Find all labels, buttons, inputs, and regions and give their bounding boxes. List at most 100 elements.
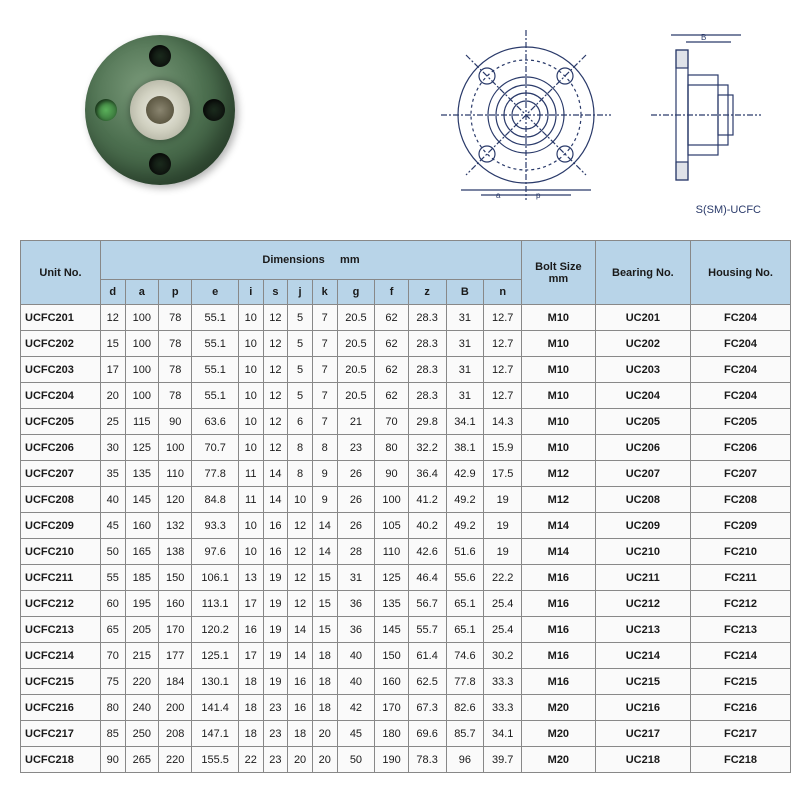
- housing-cell: FC218: [691, 747, 791, 773]
- e-cell: 77.8: [192, 461, 239, 487]
- s-cell: 12: [263, 435, 288, 461]
- bearing-cell: UC213: [595, 617, 690, 643]
- unit-cell: UCFC211: [21, 565, 101, 591]
- j-cell: 12: [288, 565, 313, 591]
- bearing-body: [85, 35, 235, 185]
- s-cell: 16: [263, 539, 288, 565]
- technical-diagrams: a p B S(SM)-UCFC: [250, 20, 791, 216]
- unit-cell: UCFC203: [21, 357, 101, 383]
- col-B: B: [446, 280, 484, 305]
- k-cell: 20: [312, 747, 337, 773]
- bearing-cell: UC211: [595, 565, 690, 591]
- unit-no-header: Unit No.: [21, 241, 101, 305]
- f-cell: 62: [375, 383, 408, 409]
- col-d: d: [100, 280, 125, 305]
- B-cell: 55.6: [446, 565, 484, 591]
- unit-cell: UCFC208: [21, 487, 101, 513]
- top-section: a p B S(SM)-UCFC: [20, 20, 791, 220]
- bearing-cell: UC216: [595, 695, 690, 721]
- housing-cell: FC204: [691, 383, 791, 409]
- table-row: UCFC201121007855.110125720.56228.33112.7…: [21, 305, 791, 331]
- front-view-diagram: a p: [441, 30, 611, 216]
- table-row: UCFC21575220184130.1181916184016062.577.…: [21, 669, 791, 695]
- j-cell: 8: [288, 435, 313, 461]
- table-row: UCFC204201007855.110125720.56228.33112.7…: [21, 383, 791, 409]
- p-cell: 132: [159, 513, 192, 539]
- p-cell: 138: [159, 539, 192, 565]
- bolt-hole: [149, 45, 171, 67]
- g-cell: 20.5: [337, 305, 375, 331]
- bolt-cell: M16: [522, 643, 596, 669]
- B-cell: 96: [446, 747, 484, 773]
- bolt-cell: M20: [522, 721, 596, 747]
- table-header: Unit No. Dimensions mm Bolt Size mm Bear…: [21, 241, 791, 305]
- f-cell: 70: [375, 409, 408, 435]
- unit-cell: UCFC215: [21, 669, 101, 695]
- s-cell: 19: [263, 669, 288, 695]
- housing-cell: FC211: [691, 565, 791, 591]
- B-cell: 77.8: [446, 669, 484, 695]
- d-cell: 85: [100, 721, 125, 747]
- p-cell: 208: [159, 721, 192, 747]
- g-cell: 23: [337, 435, 375, 461]
- d-cell: 75: [100, 669, 125, 695]
- k-cell: 7: [312, 357, 337, 383]
- d-cell: 20: [100, 383, 125, 409]
- center-hub: [130, 80, 190, 140]
- n-cell: 25.4: [484, 617, 522, 643]
- f-cell: 170: [375, 695, 408, 721]
- e-cell: 55.1: [192, 331, 239, 357]
- p-cell: 220: [159, 747, 192, 773]
- bearing-cell: UC205: [595, 409, 690, 435]
- f-cell: 80: [375, 435, 408, 461]
- B-cell: 49.2: [446, 513, 484, 539]
- bolt-cell: M14: [522, 513, 596, 539]
- center-bore: [146, 96, 174, 124]
- p-cell: 100: [159, 435, 192, 461]
- p-cell: 120: [159, 487, 192, 513]
- d-cell: 17: [100, 357, 125, 383]
- table-row: UCFC203171007855.110125720.56228.33112.7…: [21, 357, 791, 383]
- k-cell: 7: [312, 409, 337, 435]
- bolt-hole: [95, 99, 117, 121]
- bearing-cell: UC202: [595, 331, 690, 357]
- p-cell: 78: [159, 331, 192, 357]
- table-row: UCFC21890265220155.5222320205019078.3963…: [21, 747, 791, 773]
- bolt-cell: M10: [522, 357, 596, 383]
- bolt-cell: M16: [522, 669, 596, 695]
- g-cell: 50: [337, 747, 375, 773]
- B-cell: 31: [446, 357, 484, 383]
- table-row: UCFC21680240200141.4182316184217067.382.…: [21, 695, 791, 721]
- d-cell: 60: [100, 591, 125, 617]
- s-cell: 12: [263, 305, 288, 331]
- j-cell: 5: [288, 331, 313, 357]
- a-cell: 100: [125, 383, 158, 409]
- d-cell: 30: [100, 435, 125, 461]
- d-cell: 90: [100, 747, 125, 773]
- p-cell: 78: [159, 305, 192, 331]
- table-body: UCFC201121007855.110125720.56228.33112.7…: [21, 305, 791, 773]
- p-cell: 110: [159, 461, 192, 487]
- col-g: g: [337, 280, 375, 305]
- table-row: UCFC21470215177125.1171914184015061.474.…: [21, 643, 791, 669]
- B-cell: 31: [446, 383, 484, 409]
- n-cell: 34.1: [484, 721, 522, 747]
- n-cell: 19: [484, 539, 522, 565]
- table-row: UCFC2105016513897.6101612142811042.651.6…: [21, 539, 791, 565]
- col-e: e: [192, 280, 239, 305]
- bearing-cell: UC207: [595, 461, 690, 487]
- k-cell: 14: [312, 539, 337, 565]
- z-cell: 40.2: [408, 513, 446, 539]
- unit-cell: UCFC217: [21, 721, 101, 747]
- g-cell: 28: [337, 539, 375, 565]
- housing-no-header: Housing No.: [691, 241, 791, 305]
- bolt-cell: M12: [522, 487, 596, 513]
- z-cell: 56.7: [408, 591, 446, 617]
- g-cell: 26: [337, 461, 375, 487]
- i-cell: 10: [238, 539, 263, 565]
- bolt-cell: M16: [522, 591, 596, 617]
- j-cell: 10: [288, 487, 313, 513]
- bearing-cell: UC215: [595, 669, 690, 695]
- g-cell: 26: [337, 487, 375, 513]
- z-cell: 42.6: [408, 539, 446, 565]
